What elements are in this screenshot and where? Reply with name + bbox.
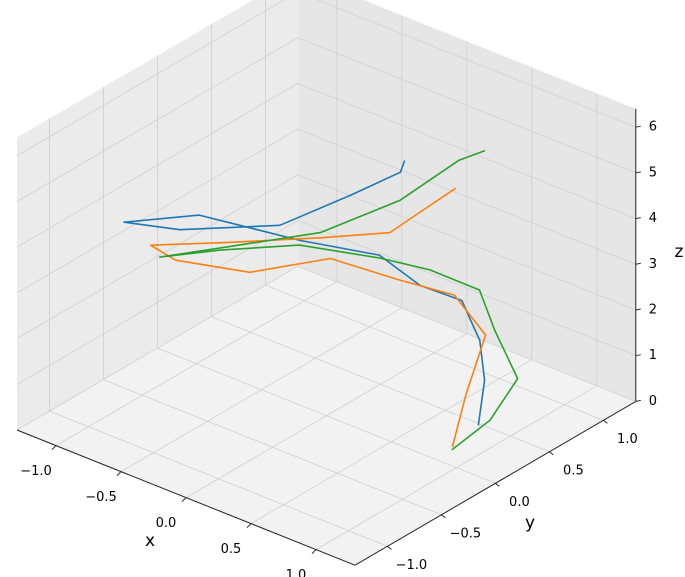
x-axis-line: [16, 429, 356, 566]
z-axis-label: z: [675, 242, 684, 262]
grid-line: [297, 128, 636, 265]
z-tick-label: 5: [649, 165, 657, 180]
z-tick-label: 1: [649, 348, 657, 363]
z-tick: [635, 125, 641, 128]
y-tick-label: 0.5: [563, 463, 584, 478]
z-tick-label: 2: [649, 302, 657, 317]
y-tick: [387, 545, 392, 550]
axes: −1.0 −0.5 0.0 0.5 1.0 −1.0 −0.5 0.0 0.5 1.0 0 1 2 3 4 5…: [16, 108, 657, 577]
z-tick: [635, 262, 641, 265]
series-line: [149, 187, 487, 448]
grid-line: [297, 37, 636, 174]
x-tick-label: 1.0: [286, 568, 307, 577]
z-tick-label: 6: [649, 120, 657, 135]
grid-line: [157, 347, 496, 484]
z-tick-label: 3: [649, 257, 657, 272]
x-tick: [51, 445, 57, 450]
grid-line: [16, 0, 285, 157]
y-axis-label: y: [525, 513, 535, 533]
grid-line: [297, 220, 636, 357]
z-tick: [635, 171, 641, 174]
x-tick: [246, 523, 252, 528]
y-tick-label: −1.0: [396, 558, 428, 573]
x-tick-label: −0.5: [85, 490, 117, 505]
grid-line: [16, 37, 299, 202]
z-tick-label: 0: [649, 394, 657, 409]
grid: [16, 0, 636, 550]
y-tick: [603, 419, 608, 424]
y-tick-label: 1.0: [617, 432, 638, 447]
x-tick: [311, 549, 317, 554]
grid-line: [49, 410, 388, 547]
x-tick: [116, 471, 122, 476]
y-tick: [549, 451, 554, 456]
x-axis-label: x: [145, 531, 155, 551]
z-tick-label: 4: [649, 211, 657, 226]
series-line: [123, 160, 486, 426]
grid-line: [297, 174, 636, 311]
x-tick-label: 0.5: [221, 542, 242, 557]
x-tick: [181, 497, 187, 502]
grid-line: [316, 0, 636, 128]
z-tick: [635, 399, 641, 402]
series-line: [159, 149, 519, 451]
y-tick-label: 0.0: [509, 495, 530, 510]
y-axis-line: [354, 400, 637, 566]
grid-line: [16, 128, 299, 294]
y-tick-label: −0.5: [450, 526, 482, 541]
y-tick: [495, 482, 500, 487]
z-tick: [635, 217, 641, 220]
grid-line: [297, 83, 636, 219]
lines: [123, 149, 519, 451]
grid-line: [16, 265, 299, 431]
z-tick: [635, 354, 641, 357]
x-tick-label: −1.0: [20, 464, 52, 479]
z-tick: [635, 308, 641, 311]
x-tick-label: 0.0: [156, 516, 177, 531]
panes: [17, 0, 636, 566]
grid-line: [297, 265, 636, 402]
grid-line: [103, 379, 442, 516]
grid-line: [265, 284, 604, 421]
grid-line: [16, 83, 299, 248]
grid-line: [16, 174, 299, 339]
grid-line: [211, 316, 550, 453]
y-tick: [441, 514, 446, 519]
